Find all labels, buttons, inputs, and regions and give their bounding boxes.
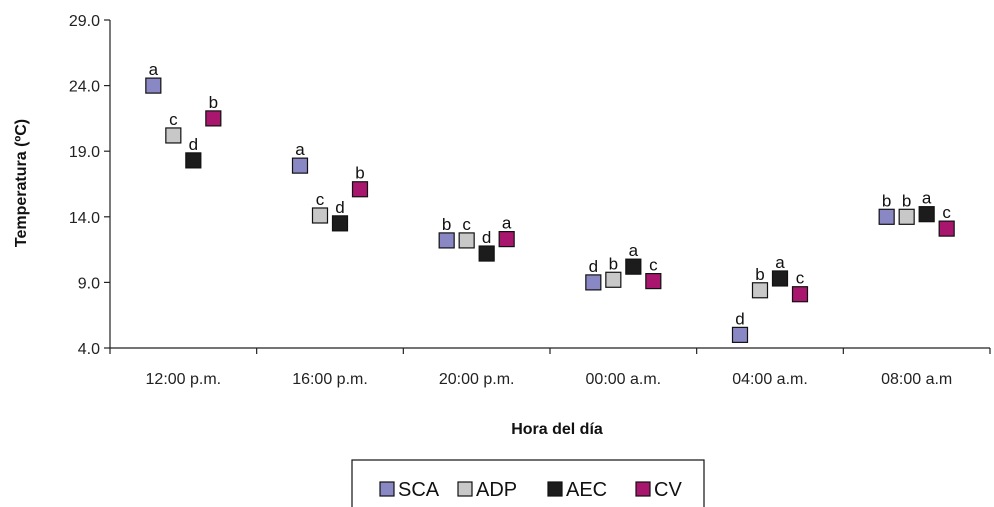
y-tick-label: 29.0 [69, 13, 100, 30]
significance-label: d [335, 198, 344, 217]
significance-label: b [442, 215, 451, 234]
significance-label: a [775, 253, 785, 272]
significance-label: a [502, 214, 512, 233]
significance-label: c [316, 190, 325, 209]
significance-label: b [209, 93, 218, 112]
y-tick-label: 4.0 [78, 341, 100, 358]
significance-label: a [149, 60, 159, 79]
significance-label: c [942, 203, 951, 222]
legend-swatch-adp [457, 481, 473, 497]
marker-aec [625, 258, 642, 275]
significance-label: d [482, 228, 491, 247]
y-tick-label: 24.0 [69, 79, 100, 96]
y-tick-label: 14.0 [69, 210, 100, 227]
x-tick-label: 16:00 p.m. [292, 371, 368, 388]
significance-label: b [355, 164, 364, 183]
x-tick-label: 00:00 a.m. [586, 371, 662, 388]
significance-label: d [189, 135, 198, 154]
significance-label: a [295, 140, 305, 159]
significance-label: c [462, 215, 471, 234]
marker-cv [791, 286, 809, 303]
significance-label: d [735, 309, 744, 328]
axes [104, 19, 991, 354]
x-tick-label: 04:00 a.m. [732, 371, 808, 388]
legend-label-aec: AEC [566, 479, 607, 501]
marker-adp [458, 232, 475, 249]
y-tick-label: 19.0 [69, 144, 100, 161]
marker-cv [351, 181, 369, 198]
marker-aec [771, 270, 789, 287]
x-tick-label: 12:00 p.m. [146, 371, 222, 388]
y-tick-labels: 4.0 9.0 14.0 19.0 24.0 29.0 [69, 13, 100, 358]
marker-sca [731, 326, 749, 343]
marker-adp [605, 271, 622, 288]
legend-label-cv: CV [654, 479, 682, 501]
y-tick-label: 9.0 [78, 275, 100, 292]
significance-label: b [902, 191, 911, 210]
legend: SCA ADP AEC CV [351, 459, 705, 507]
significance-label: d [589, 257, 598, 276]
marker-aec [478, 245, 495, 262]
marker-cv [645, 272, 662, 290]
y-axis-title: Temperatura (ºC) [13, 119, 30, 247]
significance-label: a [629, 241, 639, 260]
legend-swatch-aec [547, 481, 563, 497]
marker-adp [751, 282, 769, 299]
marker-cv [498, 231, 515, 248]
x-tick-labels: 12:00 p.m. 16:00 p.m. 20:00 p.m. 00:00 a.m.… [146, 371, 953, 388]
significance-label: a [922, 189, 932, 208]
legend-swatch-cv [635, 481, 651, 497]
marker-sca [145, 77, 162, 94]
legend-label-sca: SCA [398, 479, 440, 501]
marker-adp [165, 127, 182, 144]
marker-aec [918, 206, 935, 223]
marker-adp [311, 207, 329, 224]
x-axis-title: Hora del día [511, 421, 603, 438]
x-tick-label: 20:00 p.m. [439, 371, 515, 388]
marker-sca [438, 232, 455, 249]
significance-label: c [649, 256, 658, 275]
marker-sca [291, 157, 309, 174]
significance-label: b [755, 265, 764, 284]
legend-label-adp: ADP [476, 479, 517, 501]
significance-label: c [796, 269, 805, 288]
marker-aec [331, 215, 349, 232]
marker-cv [205, 110, 222, 127]
marker-sca [878, 208, 895, 225]
legend-swatch-sca [379, 481, 395, 497]
significance-label: b [609, 254, 618, 273]
significance-label: b [882, 191, 891, 210]
data-markers [145, 77, 955, 343]
x-tick-label: 08:00 a.m [881, 371, 952, 388]
marker-adp [898, 208, 915, 225]
marker-sca [585, 274, 602, 291]
marker-aec [185, 152, 202, 169]
significance-label: c [169, 110, 178, 129]
marker-cv [938, 220, 955, 237]
